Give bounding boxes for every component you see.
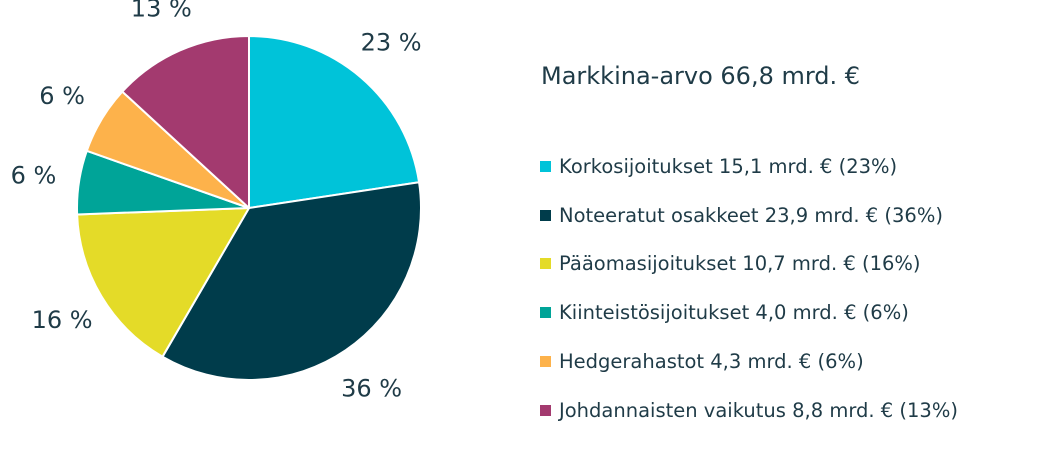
legend-label: Kiinteistösijoitukset 4,0 mrd. € (6%) — [559, 301, 909, 325]
legend-label: Johdannaisten vaikutus 8,8 mrd. € (13%) — [559, 398, 958, 422]
percent-label: 16 % — [32, 306, 93, 334]
legend-label: Hedgerahastot 4,3 mrd. € (6%) — [559, 350, 864, 374]
legend-swatch — [540, 307, 551, 319]
legend-item: Johdannaisten vaikutus 8,8 mrd. € (13%) — [540, 386, 958, 435]
pie-slice — [76, 207, 250, 358]
legend-label: Noteeratut osakkeet 23,9 mrd. € (36%) — [559, 203, 943, 227]
pie-slice — [161, 181, 422, 381]
pie-slices — [76, 35, 422, 381]
percent-label: 13 % — [131, 0, 192, 22]
percent-label: 6 % — [11, 161, 57, 189]
pie-percent-labels: 23 % 36 % 16 % 6 % 6 % 13 % — [11, 0, 422, 402]
legend-item: Pääomasijoitukset 10,7 mrd. € (16%) — [540, 240, 958, 289]
legend-swatch — [540, 209, 551, 221]
percent-label: 23 % — [361, 29, 422, 57]
pie-slice — [248, 35, 421, 209]
percent-label: 36 % — [341, 374, 402, 402]
legend-swatch — [540, 160, 551, 172]
legend-item: Noteeratut osakkeet 23,9 mrd. € (36%) — [540, 191, 958, 240]
legend-item: Korkosijoitukset 15,1 mrd. € (23%) — [540, 142, 958, 191]
pie-slice — [121, 35, 250, 209]
legend: Korkosijoitukset 15,1 mrd. € (23%) Notee… — [540, 142, 958, 435]
legend-swatch — [540, 404, 551, 416]
chart-title: Markkina-arvo 66,8 mrd. € — [541, 62, 861, 90]
legend-label: Korkosijoitukset 15,1 mrd. € (23%) — [559, 154, 898, 178]
legend-swatch — [540, 258, 551, 270]
legend-item: Kiinteistösijoitukset 4,0 mrd. € (6%) — [540, 288, 958, 337]
legend-item: Hedgerahastot 4,3 mrd. € (6%) — [540, 337, 958, 386]
legend-swatch — [540, 356, 551, 368]
legend-label: Pääomasijoitukset 10,7 mrd. € (16%) — [559, 252, 921, 276]
percent-label: 6 % — [39, 82, 85, 110]
